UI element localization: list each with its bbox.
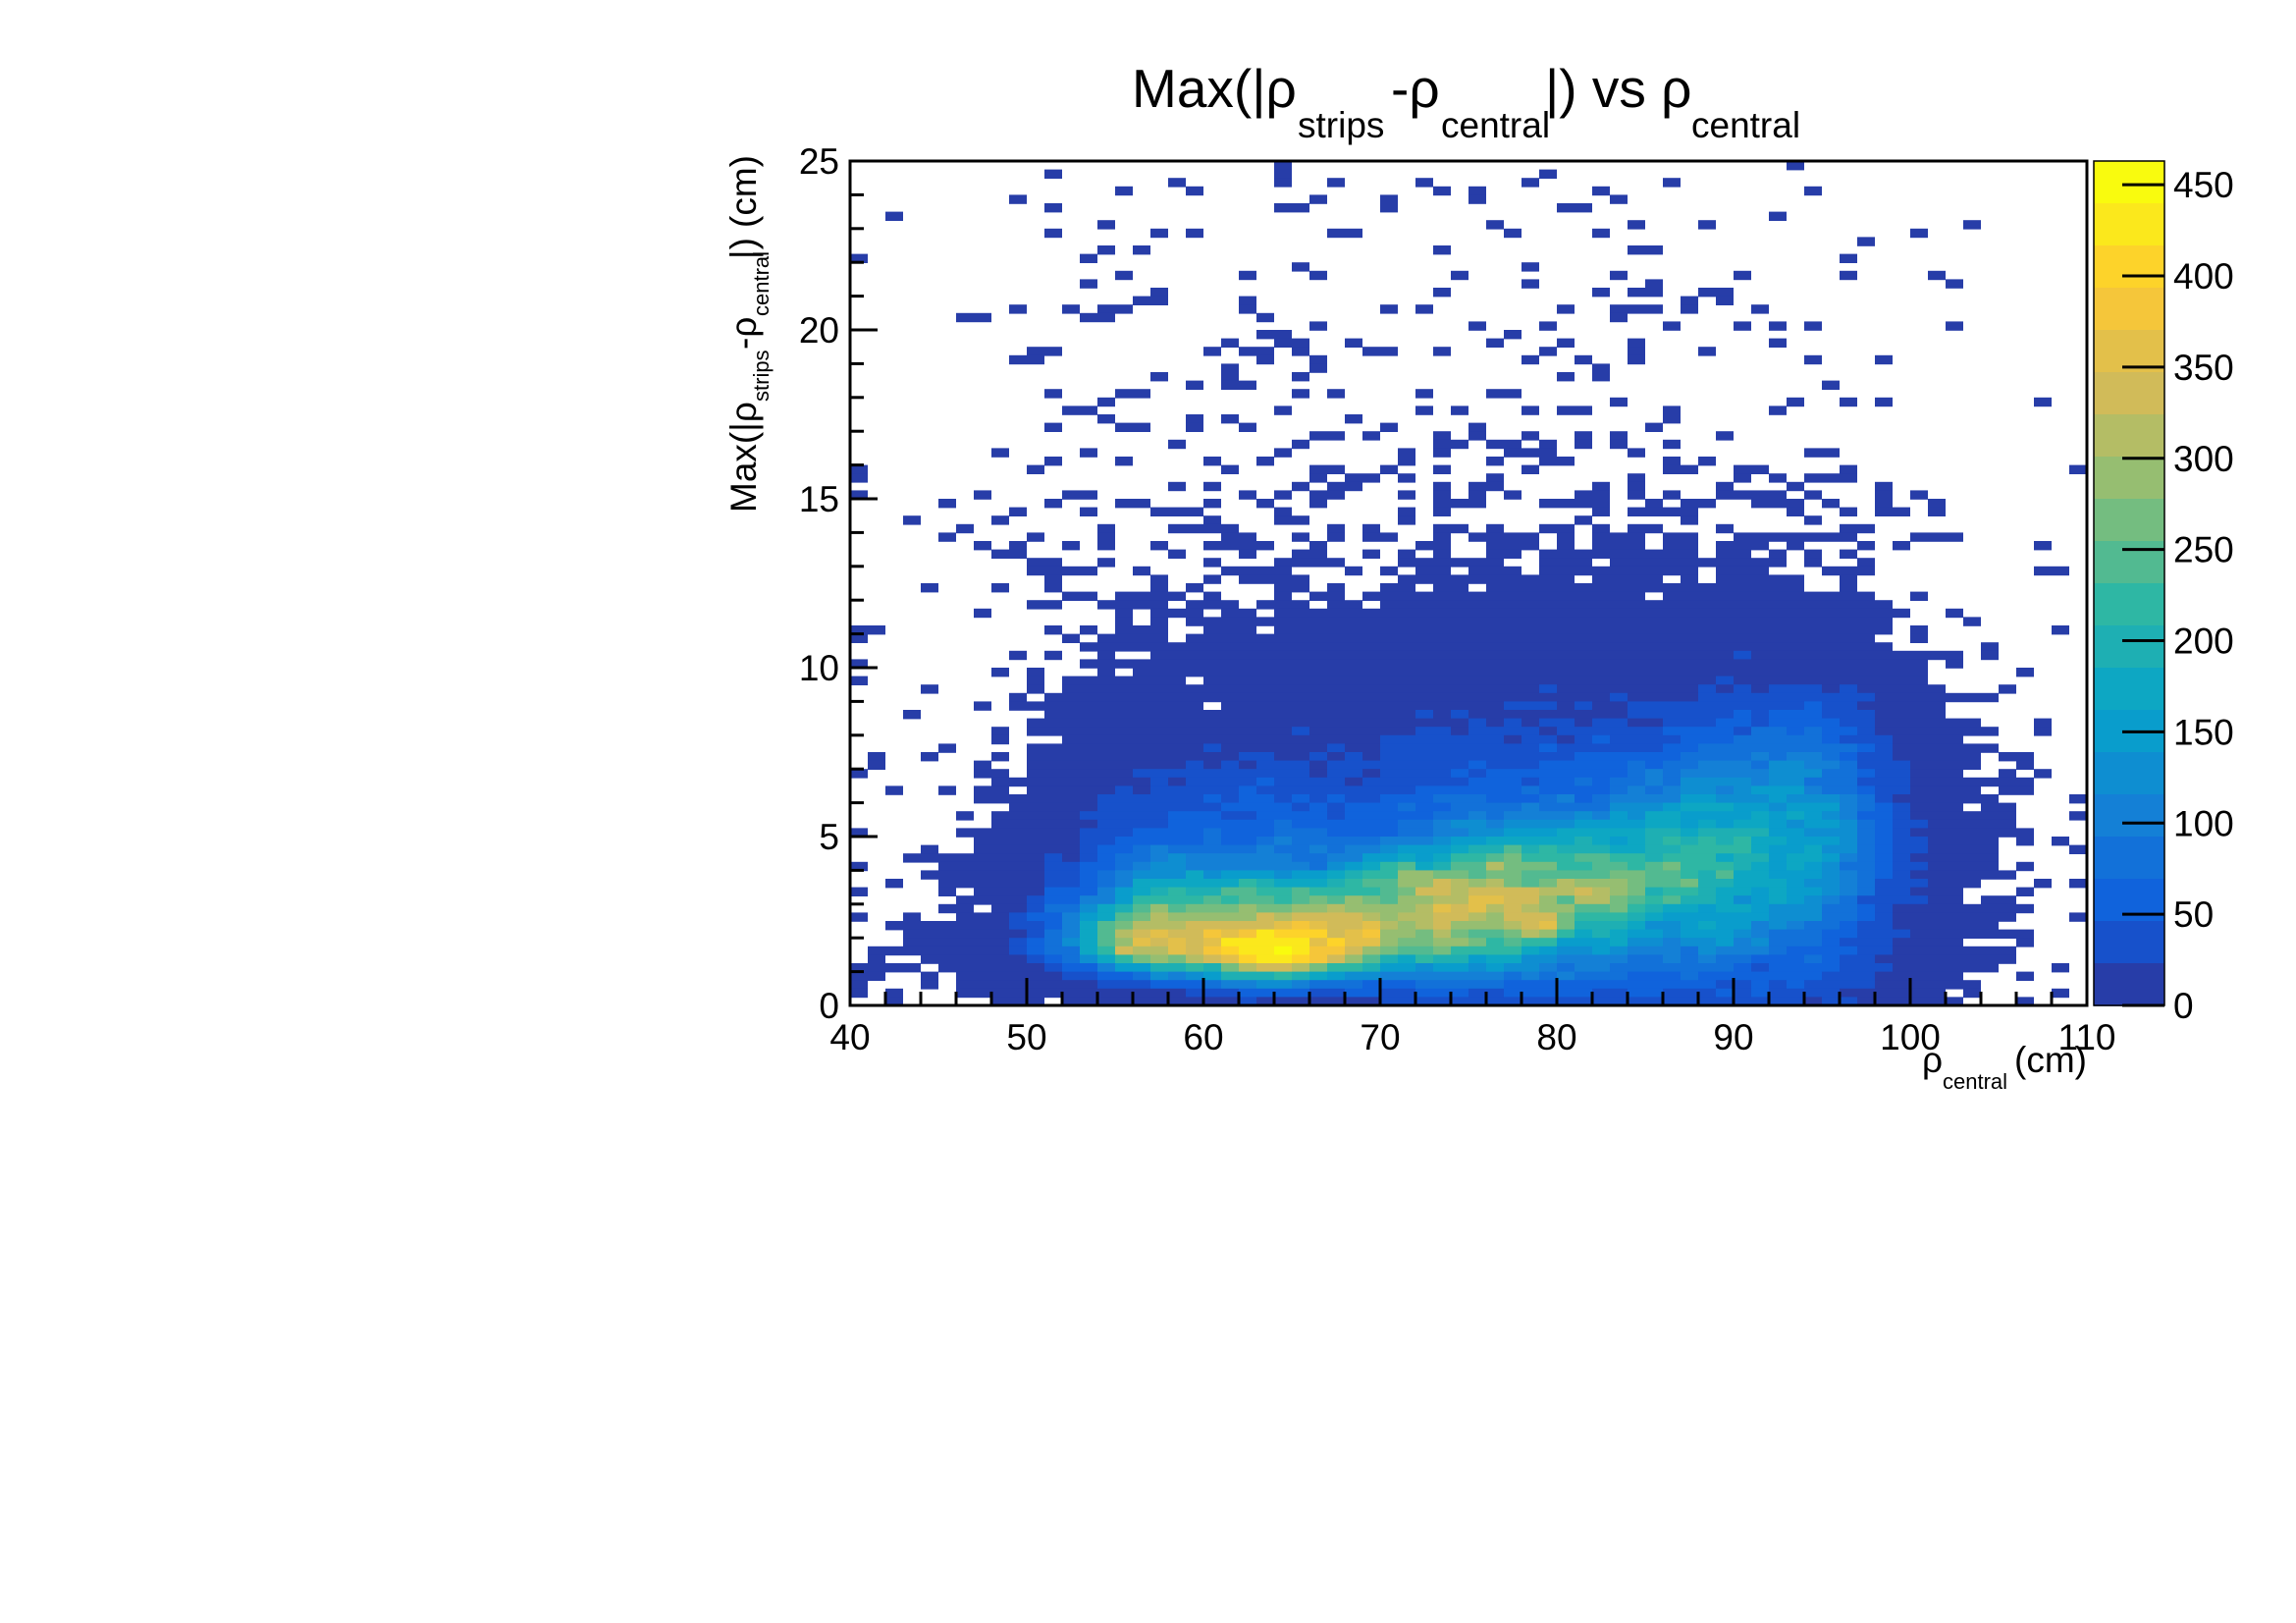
svg-text:10: 10 — [799, 648, 839, 688]
svg-text:strips: strips — [749, 350, 774, 402]
svg-text:0: 0 — [819, 986, 839, 1026]
svg-text:Max(|ρ: Max(|ρ — [1132, 58, 1297, 119]
svg-text:450: 450 — [2173, 165, 2234, 205]
svg-text:110: 110 — [2058, 1017, 2116, 1057]
svg-text:central: central — [1441, 105, 1550, 145]
svg-text:60: 60 — [1183, 1017, 1223, 1057]
svg-text:100: 100 — [1880, 1017, 1941, 1057]
svg-text:ρ: ρ — [1922, 1040, 1943, 1080]
svg-text:50: 50 — [1006, 1017, 1046, 1057]
svg-text:200: 200 — [2173, 622, 2234, 662]
svg-text:-ρ: -ρ — [723, 317, 764, 350]
svg-text:-ρ: -ρ — [1391, 58, 1440, 119]
svg-text:central: central — [1691, 105, 1800, 145]
svg-text:80: 80 — [1536, 1017, 1576, 1057]
svg-text:40: 40 — [829, 1017, 870, 1057]
svg-text:central: central — [1943, 1069, 2007, 1094]
svg-text:90: 90 — [1713, 1017, 1753, 1057]
svg-text:50: 50 — [2173, 894, 2214, 935]
svg-text:strips: strips — [1298, 105, 1384, 145]
svg-text:250: 250 — [2173, 530, 2234, 570]
svg-text:400: 400 — [2173, 256, 2234, 297]
svg-text:70: 70 — [1360, 1017, 1400, 1057]
svg-text:350: 350 — [2173, 348, 2234, 388]
svg-text:(cm): (cm) — [723, 155, 764, 228]
svg-text:|) vs ρ: |) vs ρ — [1545, 58, 1691, 119]
svg-text:100: 100 — [2173, 803, 2234, 843]
svg-text:central: central — [749, 251, 774, 316]
svg-text:15: 15 — [799, 479, 839, 519]
svg-text:5: 5 — [819, 817, 839, 857]
svg-text:300: 300 — [2173, 439, 2234, 479]
svg-text:150: 150 — [2173, 712, 2234, 752]
svg-text:|): |) — [723, 238, 764, 259]
svg-text:Max(|ρ: Max(|ρ — [723, 402, 764, 513]
svg-text:20: 20 — [799, 310, 839, 351]
svg-text:0: 0 — [2173, 986, 2194, 1026]
svg-text:(cm): (cm) — [2014, 1040, 2087, 1080]
svg-text:25: 25 — [799, 141, 839, 182]
